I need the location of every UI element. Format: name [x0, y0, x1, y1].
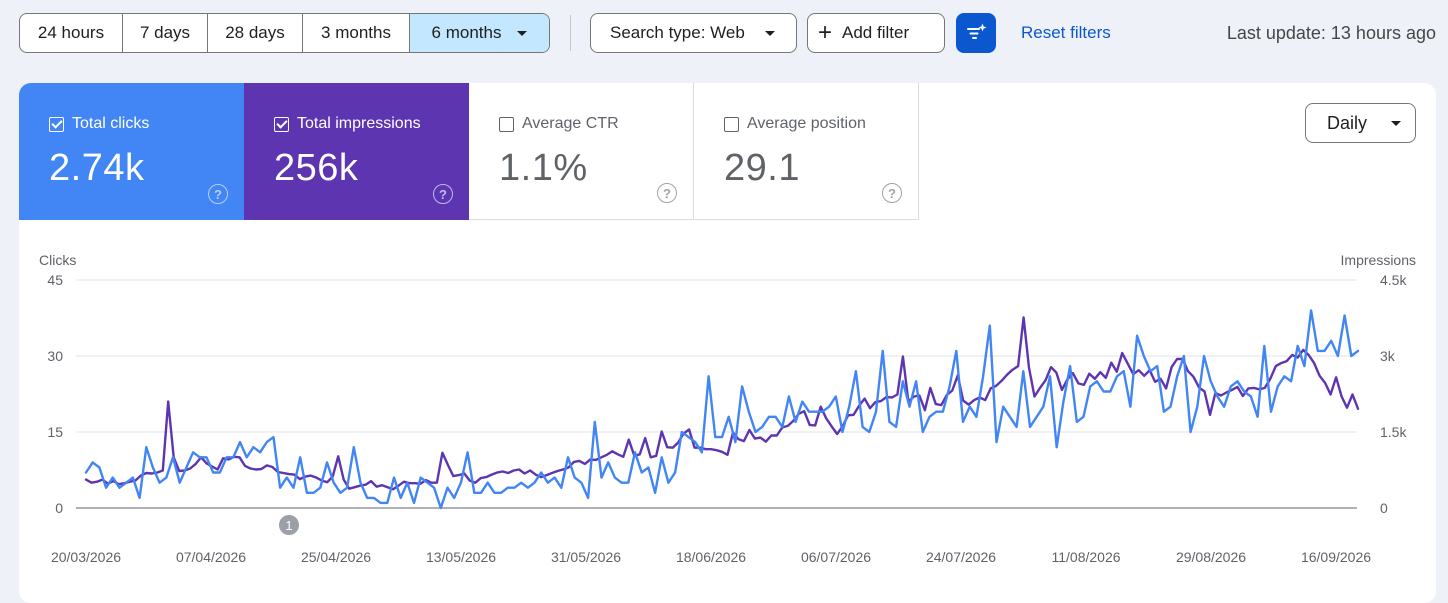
- performance-card: Total clicks 2.74k ? Total impressions 2…: [19, 83, 1436, 603]
- metric-label: Average CTR: [522, 115, 619, 132]
- metric-label: Total clicks: [72, 115, 150, 132]
- help-icon[interactable]: ?: [433, 184, 453, 204]
- range-7-days[interactable]: 7 days: [123, 14, 208, 52]
- date-range-selector: 24 hours 7 days 28 days 3 months 6 month…: [19, 13, 550, 53]
- checkbox-checked-icon[interactable]: [274, 116, 289, 132]
- series-line-impressions: [84, 316, 1360, 491]
- metric-value: 256k: [274, 147, 359, 189]
- x-tick-label: 16/09/2026: [1301, 549, 1371, 565]
- chevron-down-icon: [517, 30, 528, 36]
- range-28-days[interactable]: 28 days: [208, 14, 303, 52]
- x-tick-label: 20/03/2026: [51, 549, 121, 565]
- search-type-label: Search type: Web: [610, 23, 745, 42]
- toolbar: 24 hours 7 days 28 days 3 months 6 month…: [19, 13, 1436, 53]
- x-tick-label: 06/07/2026: [801, 549, 871, 565]
- checkbox-unchecked-icon[interactable]: [499, 116, 514, 132]
- last-update-text: Last update: 13 hours ago: [1226, 23, 1436, 43]
- metric-total-impressions[interactable]: Total impressions 256k ?: [244, 83, 469, 220]
- metric-value: 29.1: [724, 147, 800, 189]
- range-label: 28 days: [225, 23, 285, 42]
- help-icon[interactable]: ?: [208, 184, 228, 204]
- chevron-down-icon: [764, 30, 775, 36]
- ai-filter-button[interactable]: [956, 13, 996, 53]
- granularity-dropdown[interactable]: Daily: [1305, 103, 1416, 143]
- range-label: 24 hours: [37, 23, 105, 42]
- metric-label: Total impressions: [297, 115, 421, 132]
- chevron-down-icon: [1391, 120, 1402, 126]
- x-tick-label: 29/08/2026: [1176, 549, 1246, 565]
- range-24-hours[interactable]: 24 hours: [20, 14, 123, 52]
- y-axis-title-left: Clicks: [39, 252, 76, 268]
- y-tick-label-left: 15: [47, 424, 63, 440]
- checkbox-checked-icon[interactable]: [49, 116, 64, 132]
- performance-chart: 45 4.5k 30 3k 15 1.5k 0 0 Clicks Impressions 20/03…: [39, 252, 1416, 565]
- y-tick-label-right: 0: [1380, 500, 1388, 516]
- y-tick-label-right: 1.5k: [1380, 424, 1407, 440]
- range-label: 6 months: [431, 23, 502, 42]
- checkbox-unchecked-icon[interactable]: [724, 116, 739, 132]
- search-type-dropdown[interactable]: Search type: Web: [590, 13, 797, 53]
- y-tick-label-right: 4.5k: [1380, 272, 1407, 288]
- metric-label: Average position: [747, 115, 866, 132]
- granularity-label: Daily: [1327, 112, 1368, 133]
- y-tick-label-right: 3k: [1380, 348, 1396, 364]
- y-tick-label-left: 0: [55, 500, 63, 516]
- metric-total-clicks[interactable]: Total clicks 2.74k ?: [19, 83, 244, 220]
- series-line-clicks: [84, 309, 1360, 510]
- range-label: 3 months: [321, 23, 391, 42]
- help-icon[interactable]: ?: [657, 183, 677, 203]
- x-tick-label: 18/06/2026: [676, 549, 746, 565]
- annotation-marker-label: 1: [285, 518, 292, 533]
- x-tick-label: 31/05/2026: [551, 549, 621, 565]
- help-icon[interactable]: ?: [882, 183, 902, 203]
- range-6-months[interactable]: 6 months: [410, 14, 549, 52]
- add-filter-button[interactable]: + Add filter: [807, 13, 945, 53]
- range-3-months[interactable]: 3 months: [303, 14, 410, 52]
- add-filter-label: Add filter: [842, 23, 910, 42]
- x-tick-label: 07/04/2026: [176, 549, 246, 565]
- annotation-marker[interactable]: 1: [277, 513, 301, 537]
- metric-average-position[interactable]: Average position 29.1 ?: [694, 83, 919, 220]
- range-label: 7 days: [139, 23, 191, 42]
- y-axis-title-right: Impressions: [1341, 252, 1416, 268]
- x-tick-label: 24/07/2026: [926, 549, 996, 565]
- reset-filters-link[interactable]: Reset filters: [1021, 23, 1111, 42]
- metric-average-ctr[interactable]: Average CTR 1.1% ?: [469, 83, 694, 220]
- x-tick-label: 25/04/2026: [301, 549, 371, 565]
- annotation-marker-dot[interactable]: [277, 513, 301, 537]
- plus-icon: +: [818, 19, 833, 46]
- sparkle-filter-icon: [967, 23, 987, 39]
- metric-value: 1.1%: [499, 147, 588, 189]
- x-tick-label: 13/05/2026: [426, 549, 496, 565]
- metric-value: 2.74k: [49, 147, 145, 189]
- x-tick-label: 11/08/2026: [1051, 549, 1120, 565]
- y-tick-label-left: 30: [47, 348, 63, 364]
- y-tick-label-left: 45: [47, 272, 63, 288]
- toolbar-divider: [570, 15, 571, 51]
